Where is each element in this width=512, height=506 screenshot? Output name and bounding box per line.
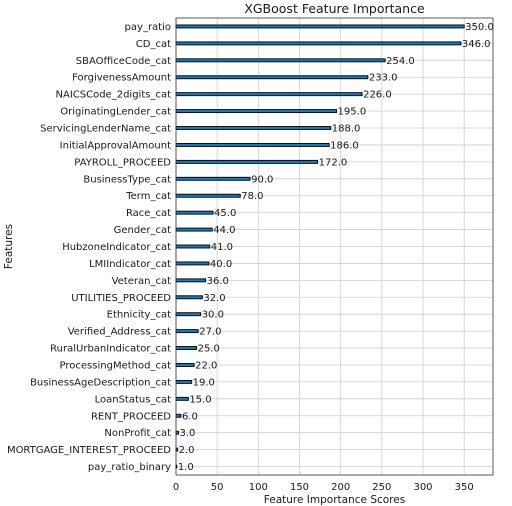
- bar: [175, 363, 195, 367]
- x-tick-label: 100: [249, 482, 268, 493]
- data-label: 78.0: [241, 191, 263, 202]
- data-label: 233.0: [369, 73, 398, 84]
- x-tick-label: 150: [290, 482, 309, 493]
- y-tick-label: Gender_cat: [114, 225, 171, 236]
- data-label: 36.0: [207, 276, 229, 287]
- chart-title: XGBoost Feature Importance: [244, 1, 425, 16]
- data-label: 186.0: [330, 140, 359, 151]
- bar: [175, 413, 182, 418]
- data-labels: 350.0 346.0 254.0 233.0 226.0 195.0 188.0 186.0…: [178, 22, 494, 473]
- bar: [175, 142, 330, 147]
- x-tick-label: 350: [455, 482, 474, 493]
- x-tick-label: 0: [173, 482, 179, 493]
- y-tick-label: SBAOfficeCode_cat: [76, 56, 171, 67]
- bar: [175, 346, 198, 351]
- y-tick-label: MORTGAGE_INTEREST_PROCEED: [7, 445, 171, 456]
- bar: [175, 92, 363, 97]
- y-tick-label: HubzoneIndicator_cat: [62, 242, 171, 253]
- x-tick-label: 200: [331, 482, 350, 493]
- y-tick-label: UTILITIES_PROCEED: [71, 293, 171, 304]
- y-tick-label: InitialApprovalAmount: [60, 140, 171, 151]
- bar: [175, 210, 214, 215]
- data-label: 172.0: [319, 157, 348, 168]
- y-tick-label: Verified_Address_cat: [68, 327, 171, 338]
- y-tick-label: CD_cat: [136, 39, 171, 50]
- bar: [175, 295, 203, 300]
- x-tick-label: 250: [372, 482, 391, 493]
- y-tick-label: ServicingLenderName_cat: [40, 124, 171, 135]
- bar: [175, 41, 462, 46]
- data-label: 1.0: [178, 462, 194, 473]
- x-tick-label: 300: [413, 482, 432, 493]
- bar: [175, 159, 319, 164]
- data-label: 90.0: [251, 174, 273, 185]
- bar: [175, 278, 207, 283]
- y-tick-label: LMIIndicator_cat: [89, 259, 171, 270]
- data-label: 188.0: [332, 124, 361, 135]
- x-tick-label: 50: [211, 482, 224, 493]
- plot-frame: [175, 17, 494, 476]
- bar: [175, 58, 386, 63]
- y-tick-label: Race_cat: [126, 208, 171, 219]
- y-tick-label: pay_ratio: [125, 22, 171, 33]
- data-label: 22.0: [195, 360, 217, 371]
- bar: [175, 126, 332, 130]
- bar: [175, 227, 213, 232]
- y-tick-label: OriginatingLender_cat: [60, 107, 171, 118]
- data-label: 6.0: [182, 411, 198, 422]
- data-label: 30.0: [202, 310, 224, 321]
- y-tick-label: RuralUrbanIndicator_cat: [50, 344, 171, 355]
- data-label: 19.0: [193, 377, 215, 388]
- y-tick-label: LoanStatus_cat: [95, 394, 171, 405]
- data-label: 27.0: [199, 327, 221, 338]
- data-label: 226.0: [363, 90, 392, 101]
- data-label: 3.0: [179, 428, 195, 439]
- data-label: 2.0: [179, 445, 195, 456]
- bar: [175, 329, 199, 334]
- data-label: 32.0: [203, 293, 225, 304]
- y-axis-title: Features: [3, 224, 15, 269]
- data-label: 41.0: [211, 242, 233, 253]
- data-label: 25.0: [198, 344, 220, 355]
- y-tick-label: pay_ratio_binary: [88, 462, 171, 473]
- data-label: 15.0: [189, 394, 211, 405]
- bar: [175, 261, 210, 266]
- x-tick-labels: 0 50 100 150 200 250 300 350: [173, 482, 474, 493]
- y-tick-label: ForgivenessAmount: [72, 73, 171, 84]
- bar: [175, 193, 241, 198]
- data-label: 195.0: [338, 107, 367, 118]
- data-label: 44.0: [213, 225, 235, 236]
- bar: [175, 176, 251, 181]
- y-tick-label: NAICSCode_2digits_cat: [56, 90, 172, 101]
- bar: [175, 75, 369, 80]
- y-tick-label: Term_cat: [125, 191, 171, 202]
- y-tick-labels: pay_ratio CD_cat SBAOfficeCode_cat Forgiven…: [7, 22, 171, 473]
- y-tick-label: BusinessAgeDescription_cat: [30, 377, 171, 388]
- bar: [175, 396, 189, 401]
- y-tick-label: RENT_PROCEED: [91, 411, 171, 422]
- data-label: 45.0: [214, 208, 236, 219]
- data-label: 346.0: [462, 39, 491, 50]
- bar: [175, 109, 338, 114]
- x-axis-title: Feature Importance Scores: [264, 494, 405, 506]
- bar: [175, 24, 465, 29]
- data-label: 254.0: [386, 56, 415, 67]
- bar: [175, 312, 202, 317]
- y-tick-label: PAYROLL_PROCEED: [74, 157, 171, 168]
- bar: [175, 379, 193, 384]
- data-label: 40.0: [210, 259, 232, 270]
- y-tick-label: NonProfit_cat: [104, 428, 171, 439]
- bar: [175, 244, 211, 249]
- y-tick-label: Ethnicity_cat: [107, 310, 171, 321]
- y-tick-label: BusinessType_cat: [83, 174, 171, 185]
- y-tick-label: Veteran_cat: [112, 276, 171, 287]
- y-tick-label: ProcessingMethod_cat: [60, 360, 172, 371]
- data-label: 350.0: [465, 22, 494, 33]
